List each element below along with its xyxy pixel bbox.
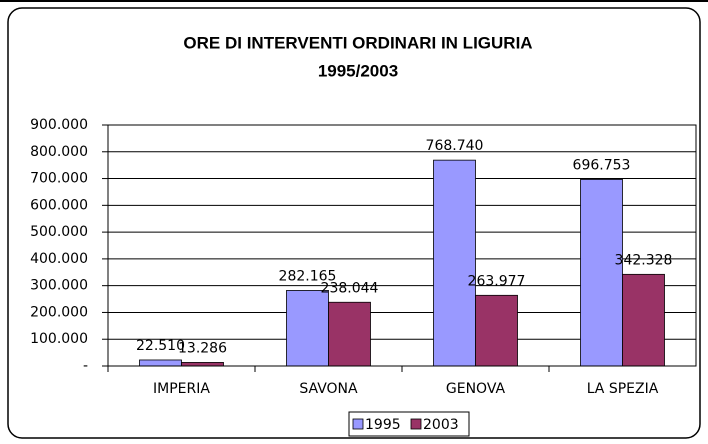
- y-tick-label: 100.000: [30, 331, 88, 347]
- data-label: 22.510: [136, 338, 185, 354]
- x-tick-label: SAVONA: [299, 381, 358, 397]
- y-tick-label: 300.000: [30, 278, 88, 294]
- data-label: 238.044: [321, 280, 379, 296]
- bar: [433, 159, 476, 367]
- data-label: 768.740: [426, 138, 484, 154]
- y-tick-label: 200.000: [30, 304, 88, 320]
- x-tick-label: GENOVA: [446, 381, 506, 397]
- bar: [139, 359, 182, 367]
- legend-label: 2003: [423, 417, 459, 433]
- data-label: 282.165: [279, 268, 337, 284]
- y-tick-label: 900.000: [30, 117, 88, 133]
- chart-subtitle: 1995/2003: [318, 61, 398, 80]
- legend-swatch: [352, 418, 364, 430]
- bar: [475, 294, 518, 367]
- y-tick-label: 800.000: [30, 144, 88, 160]
- bar: [328, 301, 371, 367]
- y-tick-label: 400.000: [30, 251, 88, 267]
- bar: [622, 273, 665, 367]
- data-label: 263.977: [468, 273, 526, 289]
- data-label: 696.753: [573, 157, 631, 173]
- y-tick-label: 700.000: [30, 171, 88, 187]
- legend-label: 1995: [365, 417, 401, 433]
- data-label: 342.328: [615, 252, 673, 268]
- legend-box: [348, 411, 470, 437]
- legend-swatch: [410, 418, 422, 430]
- chart-title: ORE DI INTERVENTI ORDINARI IN LIGURIA: [183, 33, 532, 52]
- y-tick-label: 500.000: [30, 224, 88, 240]
- y-tick-label: -: [83, 358, 88, 374]
- x-tick-label: IMPERIA: [153, 381, 210, 397]
- x-tick-label: LA SPEZIA: [587, 381, 659, 397]
- bar: [286, 290, 329, 367]
- bar: [580, 179, 623, 367]
- data-label: 13.286: [178, 340, 227, 356]
- y-tick-label: 600.000: [30, 197, 88, 213]
- bar: [181, 362, 224, 367]
